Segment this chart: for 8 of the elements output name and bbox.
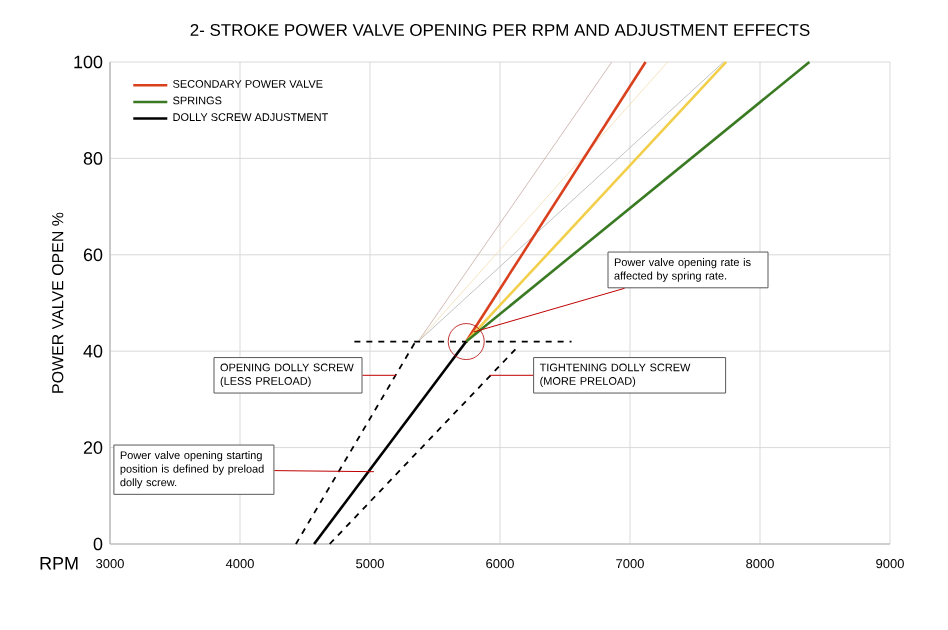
y-tick-label: 60 <box>83 248 103 262</box>
y-tick-label: 0 <box>93 537 103 551</box>
y-tick-label: 40 <box>83 344 103 358</box>
chart-title: 2- STROKE POWER VALVE OPENING PER RPM AND ADJUSTMENT EFFECTS <box>190 24 810 36</box>
x-axis-title: RPM <box>40 557 78 570</box>
y-tick-label: 100 <box>74 55 103 69</box>
y-tick-label: 80 <box>83 152 103 165</box>
y-tick-label: 20 <box>83 441 103 454</box>
